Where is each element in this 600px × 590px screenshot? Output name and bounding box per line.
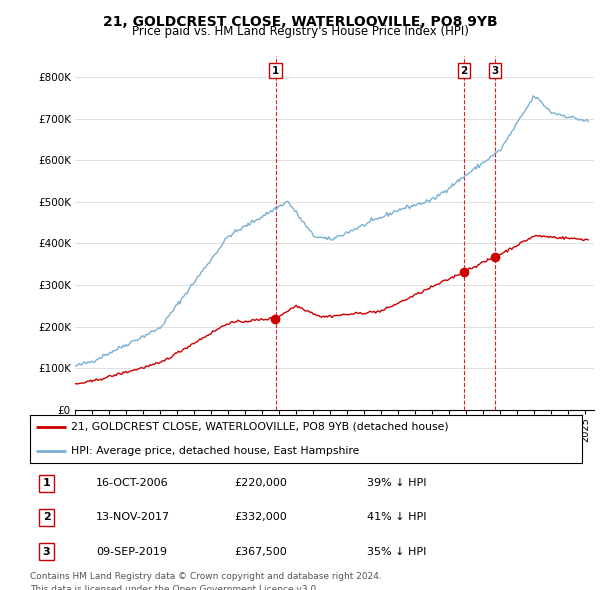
Text: 3: 3 [491, 65, 499, 76]
Text: 35% ↓ HPI: 35% ↓ HPI [367, 547, 426, 556]
Text: 16-OCT-2006: 16-OCT-2006 [96, 478, 169, 488]
Text: 21, GOLDCREST CLOSE, WATERLOOVILLE, PO8 9YB (detached house): 21, GOLDCREST CLOSE, WATERLOOVILLE, PO8 … [71, 422, 449, 432]
Text: This data is licensed under the Open Government Licence v3.0.: This data is licensed under the Open Gov… [30, 585, 319, 590]
Text: £220,000: £220,000 [234, 478, 287, 488]
Text: 13-NOV-2017: 13-NOV-2017 [96, 513, 170, 522]
Text: 3: 3 [43, 547, 50, 556]
Text: £332,000: £332,000 [234, 513, 287, 522]
Text: 39% ↓ HPI: 39% ↓ HPI [367, 478, 426, 488]
Text: Price paid vs. HM Land Registry's House Price Index (HPI): Price paid vs. HM Land Registry's House … [131, 25, 469, 38]
Text: 2: 2 [461, 65, 468, 76]
Text: 21, GOLDCREST CLOSE, WATERLOOVILLE, PO8 9YB: 21, GOLDCREST CLOSE, WATERLOOVILLE, PO8 … [103, 15, 497, 29]
Text: 09-SEP-2019: 09-SEP-2019 [96, 547, 167, 556]
Text: 2: 2 [43, 513, 50, 522]
Text: HPI: Average price, detached house, East Hampshire: HPI: Average price, detached house, East… [71, 446, 360, 456]
Text: £367,500: £367,500 [234, 547, 287, 556]
Text: 1: 1 [43, 478, 50, 488]
Text: 41% ↓ HPI: 41% ↓ HPI [367, 513, 426, 522]
Text: Contains HM Land Registry data © Crown copyright and database right 2024.: Contains HM Land Registry data © Crown c… [30, 572, 382, 581]
Text: 1: 1 [272, 65, 279, 76]
